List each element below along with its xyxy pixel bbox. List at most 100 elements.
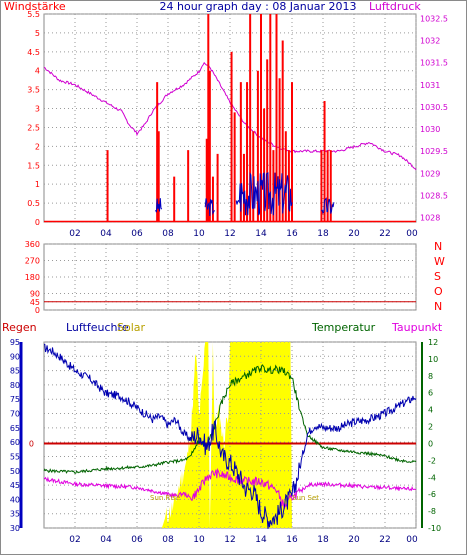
humidity-y-tick-label: 55 bbox=[10, 452, 20, 461]
pressure-y-tick-label: 1029 bbox=[420, 169, 440, 178]
x-tick-label: 06 bbox=[131, 229, 143, 239]
x-tick-label: 00 bbox=[406, 535, 418, 545]
humidity-y-tick-label: 95 bbox=[10, 338, 20, 347]
temperature-y-tick-label: -8 bbox=[428, 507, 436, 516]
wind-average-line bbox=[204, 198, 215, 217]
x-tick-label: 18 bbox=[317, 535, 329, 545]
wind-y-tick-label: 0.5 bbox=[27, 199, 40, 208]
x-tick-label: 08 bbox=[162, 229, 174, 239]
x-tick-label: 18 bbox=[317, 229, 329, 239]
pressure-y-tick-label: 1030.5 bbox=[420, 103, 448, 112]
humidity-y-tick-label: 80 bbox=[10, 381, 20, 390]
wind-y-tick-label: 2.5 bbox=[27, 123, 40, 132]
direction-y-tick-label: 90 bbox=[30, 290, 40, 299]
direction-y-tick-label: 180 bbox=[25, 273, 40, 282]
x-tick-label: 04 bbox=[100, 535, 112, 545]
compass-letter: W bbox=[434, 255, 445, 268]
x-tick-label: 16 bbox=[286, 229, 298, 239]
temperature-y-tick-label: 8 bbox=[428, 372, 433, 381]
temperature-y-tick-label: 12 bbox=[428, 338, 438, 347]
temperature-y-tick-label: -4 bbox=[428, 473, 436, 482]
humidity-y-tick-label: 45 bbox=[10, 481, 20, 490]
pressure-y-tick-label: 1032 bbox=[420, 37, 440, 46]
temperature-y-tick-label: 10 bbox=[428, 355, 438, 364]
wind-y-tick-label: 0 bbox=[35, 218, 40, 227]
solar-axis-title: Solar bbox=[117, 321, 146, 334]
x-tick-label: 10 bbox=[193, 229, 205, 239]
rain-axis-title: Regen bbox=[2, 321, 37, 334]
temperature-y-tick-label: 6 bbox=[428, 389, 433, 398]
pressure-y-tick-label: 1030 bbox=[420, 125, 440, 134]
x-tick-label: 02 bbox=[69, 229, 80, 239]
compass-letter: S bbox=[434, 270, 441, 283]
temperature-y-tick-label: -10 bbox=[428, 524, 441, 533]
x-tick-label: 08 bbox=[162, 535, 174, 545]
x-tick-label: 10 bbox=[193, 535, 205, 545]
x-tick-label: 22 bbox=[379, 229, 390, 239]
x-tick-label: 06 bbox=[131, 535, 143, 545]
temperature-y-tick-label: -6 bbox=[428, 490, 436, 499]
temperature-axis-title: Temperatur bbox=[311, 321, 376, 334]
wind-average-line bbox=[155, 198, 163, 213]
x-tick-label: 00 bbox=[406, 229, 418, 239]
zero-marker-label: 0 bbox=[29, 439, 34, 448]
direction-y-tick-label: 360 bbox=[25, 240, 40, 249]
x-tick-label: 16 bbox=[286, 535, 298, 545]
x-tick-label: 14 bbox=[255, 535, 267, 545]
direction-y-tick-label: 270 bbox=[25, 257, 40, 266]
wind-y-tick-label: 4 bbox=[35, 67, 40, 76]
pressure-y-tick-label: 1031 bbox=[420, 81, 440, 90]
temperature-y-tick-label: 2 bbox=[428, 423, 433, 432]
humidity-y-tick-label: 65 bbox=[10, 424, 20, 433]
humidity-y-tick-label: 85 bbox=[10, 367, 20, 376]
wind-axis-title: Windstärke bbox=[4, 0, 66, 13]
pressure-axis-title: Luftdruck bbox=[369, 0, 421, 13]
wind-average-line bbox=[235, 172, 293, 216]
humidity-y-tick-label: 60 bbox=[10, 438, 20, 447]
humidity-axis-title: Luftfeuchte bbox=[66, 321, 129, 334]
x-tick-label: 04 bbox=[100, 229, 112, 239]
dewpoint-axis-title: Taupunkt bbox=[391, 321, 443, 334]
x-tick-label: 20 bbox=[348, 535, 360, 545]
humidity-y-tick-label: 75 bbox=[10, 395, 20, 404]
wind-y-tick-label: 2 bbox=[35, 142, 40, 151]
x-tick-label: 12 bbox=[224, 535, 235, 545]
wind-y-tick-label: 5.5 bbox=[27, 10, 40, 19]
x-tick-label: 12 bbox=[224, 229, 235, 239]
temperature-y-tick-label: 0 bbox=[428, 439, 433, 448]
compass-letter: O bbox=[434, 285, 443, 298]
humidity-y-tick-label: 70 bbox=[10, 410, 20, 419]
temperature-y-tick-label: 4 bbox=[428, 406, 433, 415]
direction-y-tick-label: 0 bbox=[35, 306, 40, 315]
temperature-series-line bbox=[43, 364, 417, 474]
wind-y-tick-label: 3 bbox=[35, 105, 40, 114]
humidity-y-tick-label: 30 bbox=[10, 524, 20, 533]
pressure-y-tick-label: 1028 bbox=[420, 214, 440, 223]
x-tick-label: 14 bbox=[255, 229, 267, 239]
direction-y-tick-label: 45 bbox=[30, 298, 40, 307]
x-tick-label: 02 bbox=[69, 535, 80, 545]
wind-y-tick-label: 3.5 bbox=[27, 86, 40, 95]
pressure-y-tick-label: 1029.5 bbox=[420, 147, 448, 156]
temperature-y-tick-label: -2 bbox=[428, 456, 436, 465]
dewpoint-series-line bbox=[43, 467, 417, 510]
sun-set-label: Sun Set bbox=[292, 494, 319, 502]
pressure-y-tick-label: 1028.5 bbox=[420, 191, 448, 200]
wind-y-tick-label: 1 bbox=[35, 180, 40, 189]
compass-letter: N bbox=[434, 300, 442, 313]
pressure-series-line bbox=[43, 61, 417, 171]
pressure-y-tick-label: 1031.5 bbox=[420, 59, 448, 68]
sun-rise-label: Sun Rise bbox=[150, 494, 180, 502]
humidity-series-line bbox=[44, 343, 417, 529]
humidity-y-tick-label: 35 bbox=[10, 510, 20, 519]
pressure-y-tick-label: 1032.5 bbox=[420, 14, 448, 23]
x-tick-label: 20 bbox=[348, 229, 360, 239]
wind-y-tick-label: 4.5 bbox=[27, 48, 40, 57]
wind-y-tick-label: 1.5 bbox=[27, 161, 40, 170]
compass-letter: N bbox=[434, 240, 442, 253]
wind-average-line bbox=[321, 197, 335, 215]
chart-title: 24 hour graph day : 08 Januar 2013 bbox=[160, 0, 357, 13]
wind-y-tick-label: 5 bbox=[35, 29, 40, 38]
